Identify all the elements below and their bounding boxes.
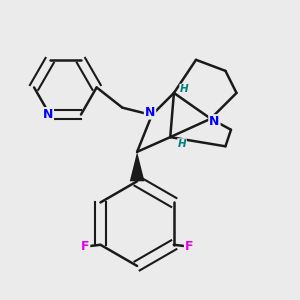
Text: H: H: [180, 84, 188, 94]
Text: H: H: [178, 139, 186, 149]
Text: F: F: [185, 240, 194, 253]
Text: N: N: [209, 115, 220, 128]
Text: N: N: [145, 106, 155, 118]
Text: F: F: [81, 240, 89, 253]
Text: N: N: [43, 108, 53, 121]
Polygon shape: [130, 152, 145, 181]
